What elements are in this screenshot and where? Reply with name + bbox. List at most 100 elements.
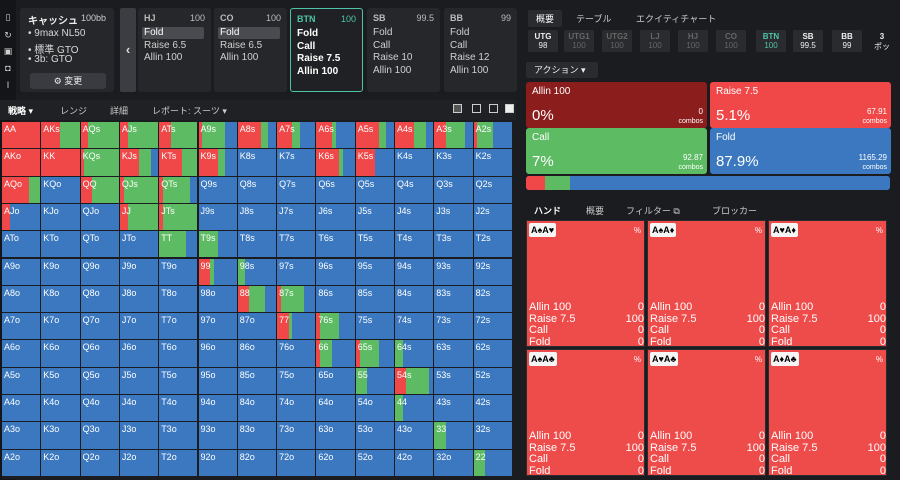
position-action[interactable]: Call: [450, 39, 468, 51]
hand-cell[interactable]: 53s: [434, 367, 473, 394]
hand-cell[interactable]: AJo: [2, 203, 41, 231]
hand-cell[interactable]: 86s: [316, 285, 355, 313]
hand-cell[interactable]: Q7o: [80, 313, 119, 340]
position-action[interactable]: Allin 100: [450, 64, 489, 76]
tab-blocker[interactable]: ブロッカー: [712, 206, 758, 216]
hand-cell[interactable]: 93s: [434, 258, 473, 285]
hand-cell[interactable]: 86o: [237, 340, 277, 367]
hand-cell[interactable]: 73o: [277, 422, 316, 449]
hand-cell[interactable]: 65o: [316, 367, 355, 394]
hand-cell[interactable]: T9s: [198, 231, 237, 258]
tab-strategy[interactable]: 戦略 ▾: [8, 106, 34, 116]
hand-cell[interactable]: T2s: [473, 231, 512, 258]
hand-combo-card[interactable]: A♠A♣% Allin 100 0 Raise 7.5 100 Call 0 Fold 0: [526, 349, 645, 477]
hand-cell[interactable]: QJs: [119, 176, 159, 203]
hand-cell[interactable]: 92s: [473, 258, 512, 285]
hand-cell[interactable]: 73s: [434, 313, 473, 340]
hand-cell[interactable]: A8s: [237, 122, 277, 149]
back-button[interactable]: ‹: [120, 8, 136, 92]
hand-cell[interactable]: K7s: [277, 149, 316, 176]
hand-cell[interactable]: 62o: [316, 449, 355, 476]
seat-hj[interactable]: HJ 100: [678, 30, 708, 52]
hand-cell[interactable]: 87o: [237, 313, 277, 340]
hand-cell[interactable]: 32s: [473, 422, 512, 449]
hand-cell[interactable]: A6s: [316, 122, 355, 149]
position-action[interactable]: Fold: [297, 28, 319, 39]
hand-cell[interactable]: 84s: [395, 285, 434, 313]
hand-cell[interactable]: 22: [473, 449, 512, 476]
hand-combo-card[interactable]: A♠A♥% Allin 100 0 Raise 7.5 100 Call 0 Fold 0: [526, 220, 645, 348]
hand-cell[interactable]: K8o: [41, 285, 80, 313]
hand-cell[interactable]: 66: [316, 340, 355, 367]
action-box-allin[interactable]: Allin 100 0% 0 combos: [526, 82, 707, 128]
hand-cell[interactable]: K2s: [473, 149, 512, 176]
hand-cell[interactable]: AQs: [80, 122, 119, 149]
hand-cell[interactable]: 64s: [395, 340, 434, 367]
tab-range[interactable]: レンジ: [60, 106, 88, 116]
hand-cell[interactable]: 43o: [395, 422, 434, 449]
hand-cell[interactable]: 92o: [198, 449, 237, 476]
hand-cell[interactable]: 62s: [473, 340, 512, 367]
hand-cell[interactable]: ATo: [2, 231, 41, 258]
hand-cell[interactable]: A7s: [277, 122, 316, 149]
position-action[interactable]: Fold: [218, 27, 280, 39]
hand-cell[interactable]: 94o: [198, 395, 237, 422]
hand-cell[interactable]: QTo: [80, 231, 119, 258]
position-card-btn[interactable]: BTN 100 Fold Call Raise 7.5 Allin 100: [290, 8, 363, 92]
hand-cell[interactable]: 85s: [355, 285, 394, 313]
hand-cell[interactable]: 97s: [277, 258, 316, 285]
hand-cell[interactable]: JTo: [119, 231, 159, 258]
hand-cell[interactable]: 75s: [355, 313, 394, 340]
hand-cell[interactable]: 33: [434, 422, 473, 449]
position-action[interactable]: Allin 100: [144, 52, 183, 63]
position-action[interactable]: Call: [297, 40, 316, 52]
hand-cell[interactable]: 95s: [355, 258, 394, 285]
hand-cell[interactable]: 52o: [355, 449, 394, 476]
hand-cell[interactable]: A7o: [2, 313, 41, 340]
hand-cell[interactable]: A5o: [2, 367, 41, 394]
refresh-icon[interactable]: ↻: [4, 30, 12, 40]
hand-cell[interactable]: 76s: [316, 313, 355, 340]
hand-cell[interactable]: 87s: [277, 285, 316, 313]
hand-cell[interactable]: JJ: [119, 203, 159, 231]
hand-cell[interactable]: Q3s: [434, 176, 473, 203]
hand-cell[interactable]: 82s: [473, 285, 512, 313]
tab-report[interactable]: レポート: スーツ ▾: [152, 106, 227, 116]
change-button[interactable]: ⚙ 変更: [30, 73, 106, 89]
hand-cell[interactable]: J6o: [119, 340, 159, 367]
hand-cell[interactable]: TT: [159, 231, 198, 258]
hand-cell[interactable]: J7o: [119, 313, 159, 340]
hand-cell[interactable]: AA: [2, 122, 41, 149]
hand-cell[interactable]: K8s: [237, 149, 277, 176]
hand-cell[interactable]: AQo: [2, 176, 41, 203]
hand-cell[interactable]: 84o: [237, 395, 277, 422]
position-action[interactable]: Allin 100: [373, 64, 412, 76]
action-box-call[interactable]: Call 7% 92.87 combos: [526, 128, 707, 174]
hand-cell[interactable]: K6s: [316, 149, 355, 176]
hand-combo-card[interactable]: A♦A♣% Allin 100 0 Raise 7.5 100 Call 0 Fold 0: [768, 349, 887, 477]
hand-cell[interactable]: AJs: [119, 122, 159, 149]
seat-sb[interactable]: SB 99.5: [793, 30, 823, 52]
grid-small-icon[interactable]: [472, 104, 481, 113]
hand-cell[interactable]: 32o: [434, 449, 473, 476]
position-action[interactable]: Fold: [450, 27, 470, 38]
tab-detail[interactable]: 詳細: [110, 106, 129, 116]
gamepad-icon[interactable]: ◘: [5, 63, 11, 73]
grid-dots-icon[interactable]: [489, 104, 498, 113]
hand-cell[interactable]: 44: [395, 395, 434, 422]
hand-cell[interactable]: QQ: [80, 176, 119, 203]
hand-cell[interactable]: 76o: [277, 340, 316, 367]
hand-cell[interactable]: 77: [277, 313, 316, 340]
hand-cell[interactable]: A5s: [355, 122, 394, 149]
hand-cell[interactable]: A9o: [2, 258, 41, 285]
hand-cell[interactable]: KQo: [41, 176, 80, 203]
hand-cell[interactable]: T5o: [159, 367, 198, 394]
hand-cell[interactable]: A3s: [434, 122, 473, 149]
tab-hands[interactable]: ハンド: [534, 206, 562, 216]
hand-cell[interactable]: K5s: [355, 149, 394, 176]
hand-cell[interactable]: Q3o: [80, 422, 119, 449]
seat-utg2[interactable]: UTG2 100: [602, 30, 632, 52]
hand-cell[interactable]: KK: [41, 149, 80, 176]
hand-cell[interactable]: 97o: [198, 313, 237, 340]
hand-cell[interactable]: J3o: [119, 422, 159, 449]
